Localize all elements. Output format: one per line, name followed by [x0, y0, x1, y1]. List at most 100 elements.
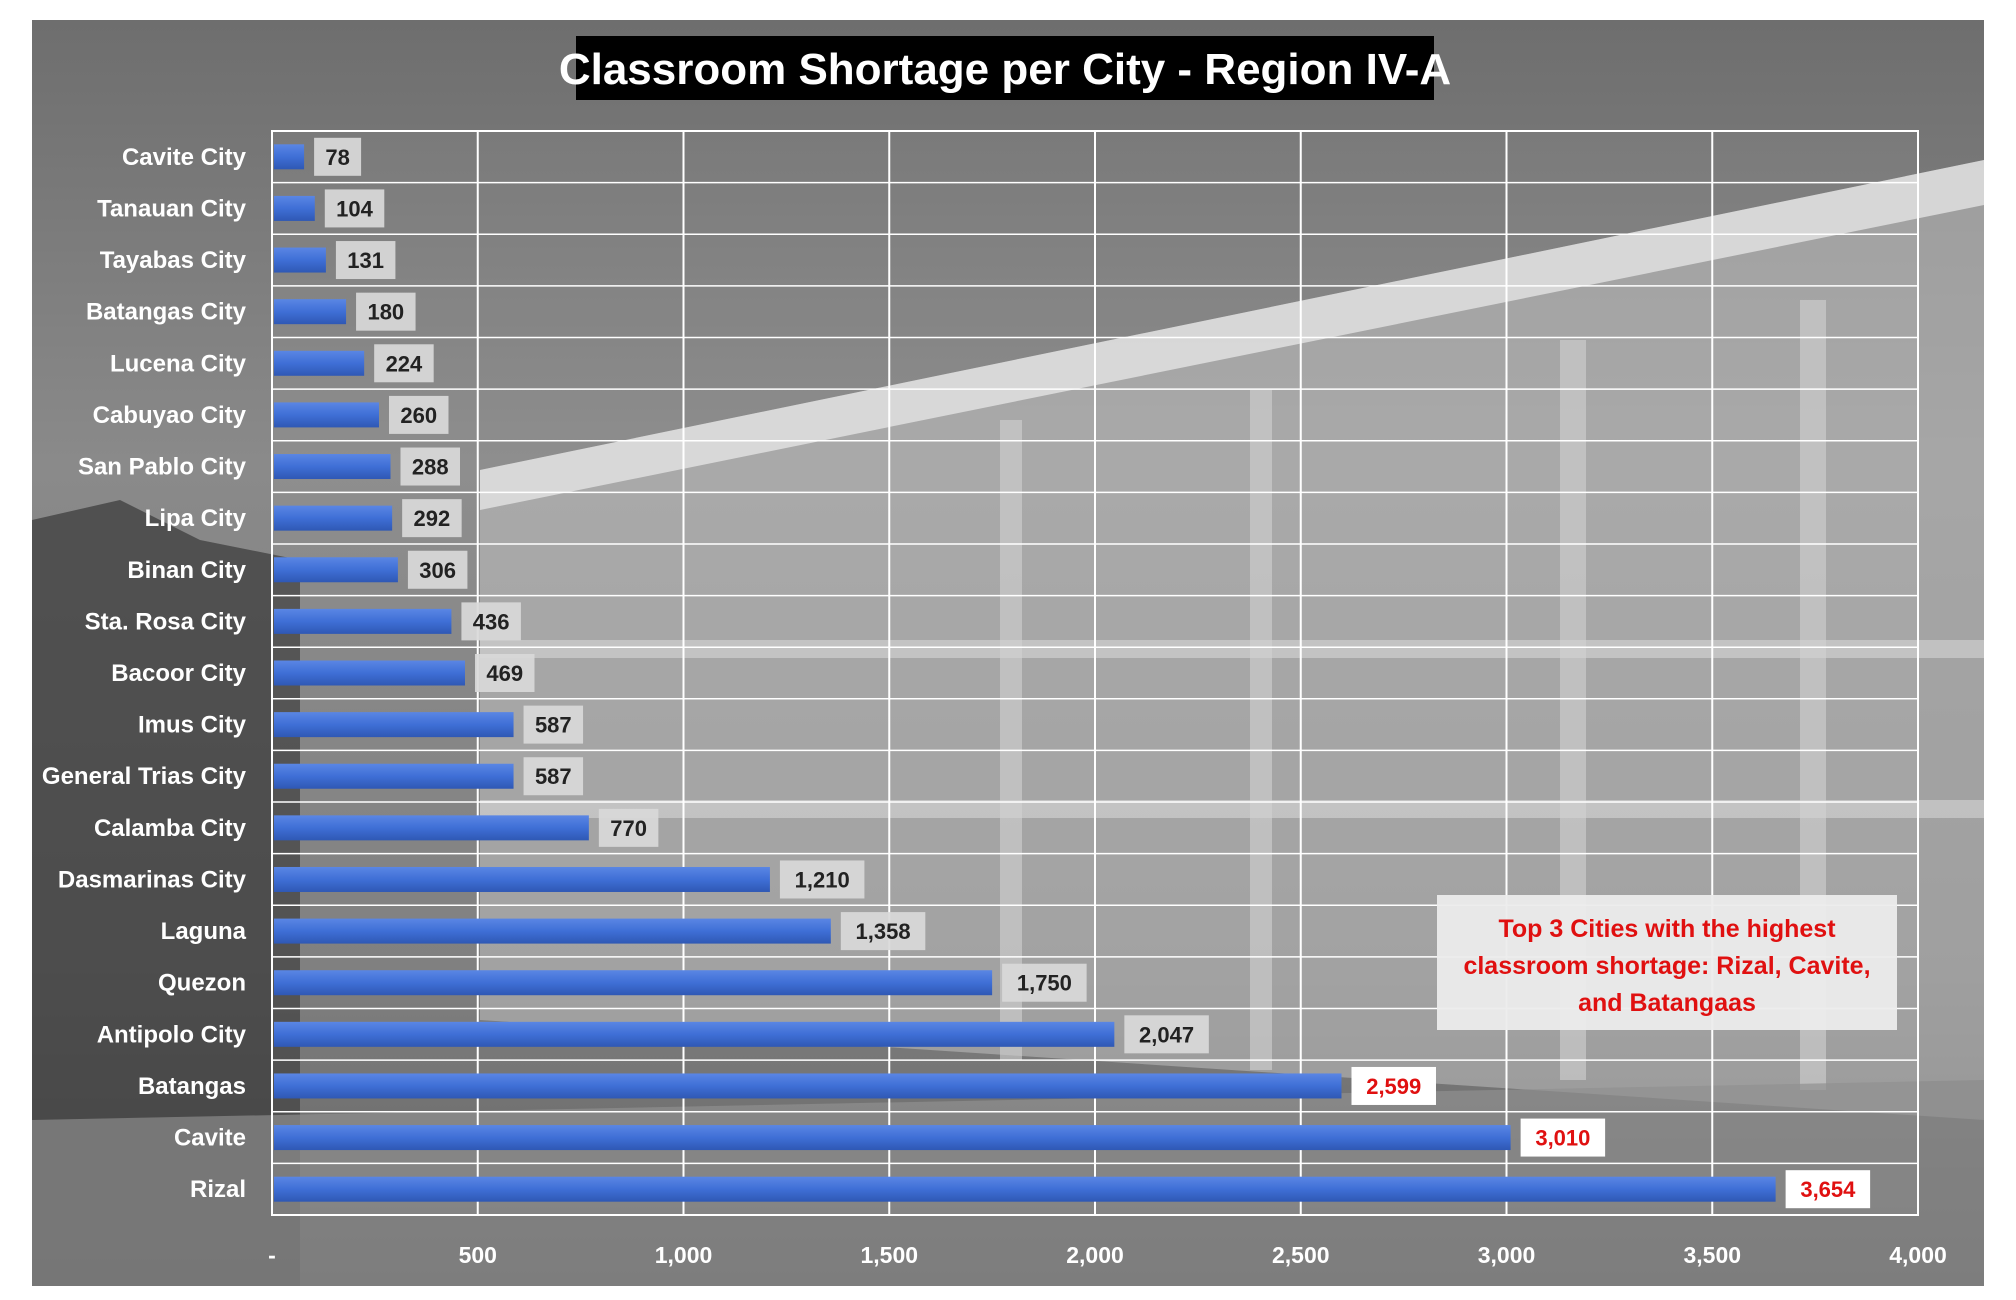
x-tick-label: 2,500 — [1272, 1242, 1330, 1268]
category-label: Laguna — [161, 918, 247, 945]
bars — [274, 144, 1776, 1202]
bar — [274, 195, 315, 221]
category-label: Tanauan City — [97, 195, 247, 222]
bar — [274, 763, 514, 789]
x-tick-label: 3,000 — [1478, 1242, 1536, 1268]
data-label-box — [840, 912, 926, 951]
data-label: 770 — [610, 816, 647, 841]
category-label: Cabuyao City — [93, 402, 247, 429]
category-label: Antipolo City — [97, 1021, 247, 1048]
x-tick-label: - — [268, 1242, 276, 1268]
x-tick-label: 4,000 — [1889, 1242, 1947, 1268]
bar — [274, 660, 465, 686]
bar — [274, 608, 452, 634]
data-label: 3,010 — [1535, 1126, 1590, 1151]
data-label-box — [1002, 963, 1087, 1002]
data-label-box — [779, 860, 865, 899]
data-label-box — [523, 757, 584, 796]
bar — [274, 505, 393, 531]
data-label: 2,599 — [1366, 1074, 1421, 1099]
data-label: 78 — [325, 145, 349, 170]
bar — [274, 402, 379, 428]
bar — [274, 247, 326, 273]
bar — [274, 557, 398, 583]
y-axis: Cavite City Tanauan City Tayabas City Batan… — [42, 144, 247, 1203]
category-label: General Trias City — [42, 763, 247, 790]
data-label: 1,750 — [1017, 971, 1072, 996]
x-tick-label: 1,000 — [655, 1242, 713, 1268]
data-label: 3,654 — [1800, 1177, 1856, 1202]
bar — [274, 1176, 1776, 1202]
data-label: 469 — [486, 661, 523, 686]
data-label: 131 — [347, 248, 384, 273]
bar — [274, 1073, 1342, 1099]
category-label: Binan City — [127, 557, 246, 584]
chart-title: Classroom Shortage per City - Region IV-… — [559, 45, 1451, 94]
x-tick-label: 3,500 — [1683, 1242, 1741, 1268]
category-label: Quezon — [158, 970, 246, 997]
data-label: 1,358 — [856, 919, 911, 944]
category-label: Lucena City — [110, 350, 247, 377]
data-label: 180 — [367, 300, 404, 325]
category-label: Bacoor City — [111, 660, 246, 687]
x-tick-label: 500 — [459, 1242, 497, 1268]
bar — [274, 712, 514, 738]
category-label: Cavite — [174, 1125, 246, 1152]
callout-line: and Batangaas — [1578, 989, 1756, 1017]
category-label: Batangas City — [86, 299, 247, 326]
x-tick-label: 2,000 — [1066, 1242, 1124, 1268]
data-label: 587 — [535, 713, 572, 738]
data-label-box — [523, 705, 584, 744]
data-label-box — [1785, 1170, 1871, 1209]
data-label-box — [1351, 1066, 1436, 1105]
bar — [274, 350, 365, 376]
data-label: 292 — [414, 506, 451, 531]
chart-title-box: Classroom Shortage per City - Region IV-… — [559, 36, 1451, 100]
category-label: Sta. Rosa City — [85, 608, 247, 635]
data-label: 260 — [400, 403, 437, 428]
data-label-box — [314, 137, 362, 176]
category-label: Batangas — [138, 1073, 246, 1100]
bar — [274, 144, 305, 170]
category-label: Calamba City — [94, 815, 247, 842]
category-label: Tayabas City — [100, 247, 247, 274]
bar — [274, 1021, 1115, 1047]
callout-line: classroom shortage: Rizal, Cavite, — [1463, 952, 1870, 980]
data-label-box — [474, 654, 535, 692]
category-label: Dasmarinas City — [58, 866, 247, 893]
data-label: 587 — [535, 764, 572, 789]
category-label: Imus City — [138, 712, 247, 739]
data-label-box — [374, 344, 434, 383]
x-axis: - 500 1,000 1,500 2,000 2,500 3,000 3,500 4,000 — [268, 1242, 1947, 1268]
data-label-box — [402, 499, 462, 538]
data-label-box — [335, 241, 396, 280]
bar — [274, 299, 347, 325]
callout-text: Top 3 Cities with the highest classroom s… — [1463, 915, 1870, 1017]
category-label: Lipa City — [145, 505, 247, 532]
callout-box: Top 3 Cities with the highest classroom s… — [1437, 895, 1897, 1030]
data-label-box — [407, 550, 468, 589]
callout-line: Top 3 Cities with the highest — [1498, 915, 1836, 943]
bar — [274, 970, 993, 996]
bar — [274, 1125, 1511, 1151]
data-label-box — [388, 395, 449, 434]
category-label: San Pablo City — [78, 454, 247, 481]
bar — [274, 454, 391, 480]
data-label: 104 — [336, 196, 373, 221]
category-label: Rizal — [190, 1176, 246, 1203]
bar — [274, 866, 770, 892]
data-label-box — [461, 602, 521, 641]
data-labels: 78 104 131 180 224 260 288 292 306 436 469 587 587 77… — [314, 137, 1871, 1209]
data-label-box — [324, 189, 385, 228]
data-label: 436 — [473, 609, 510, 634]
data-label: 224 — [386, 351, 423, 376]
data-label: 288 — [412, 455, 449, 480]
x-tick-label: 1,500 — [860, 1242, 918, 1268]
data-label: 1,210 — [795, 867, 850, 892]
data-label: 2,047 — [1139, 1022, 1194, 1047]
category-label: Cavite City — [122, 144, 247, 171]
data-label-box — [1124, 1015, 1209, 1054]
data-label-box — [356, 292, 416, 331]
bar — [274, 918, 831, 944]
